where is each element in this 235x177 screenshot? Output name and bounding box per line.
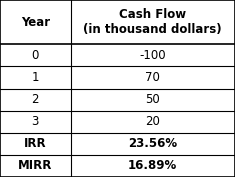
Text: 50: 50: [145, 93, 160, 106]
Text: 1: 1: [31, 71, 39, 84]
Text: MIRR: MIRR: [18, 159, 52, 172]
Text: Year: Year: [21, 16, 50, 29]
Text: 20: 20: [145, 115, 160, 128]
Text: 2: 2: [31, 93, 39, 106]
Text: Cash Flow
(in thousand dollars): Cash Flow (in thousand dollars): [83, 8, 222, 36]
Text: 23.56%: 23.56%: [128, 137, 177, 150]
Text: 70: 70: [145, 71, 160, 84]
Text: -100: -100: [139, 49, 166, 62]
Text: 0: 0: [31, 49, 39, 62]
Text: 16.89%: 16.89%: [128, 159, 177, 172]
Text: 3: 3: [31, 115, 39, 128]
Text: IRR: IRR: [24, 137, 47, 150]
